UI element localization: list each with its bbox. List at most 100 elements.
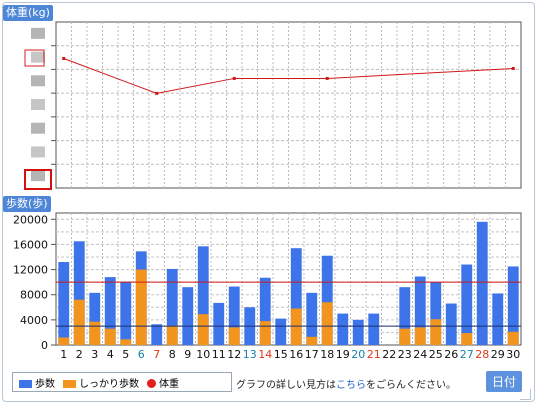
steps-bar (290, 248, 302, 345)
steps-bar (259, 277, 271, 345)
help-link[interactable]: こちら (336, 380, 366, 391)
weight-tick-label-blurred (31, 75, 45, 87)
day-label: 9 (184, 348, 191, 361)
steps-bar (73, 241, 85, 345)
brisk-steps-bar (58, 337, 70, 345)
steps-tick-label: 8000 (20, 289, 48, 302)
day-label: 7 (153, 348, 160, 361)
brisk-steps-bar (166, 325, 178, 345)
weight-point (62, 57, 66, 61)
steps-bar (213, 302, 225, 345)
brisk-steps-bar (290, 308, 302, 345)
day-label: 25 (429, 348, 443, 361)
steps-bar (352, 319, 364, 345)
weight-tick-label-blurred (31, 51, 45, 63)
steps-bar (89, 292, 101, 345)
day-label: 20 (351, 348, 365, 361)
day-label: 18 (320, 348, 334, 361)
weight-target-marker (24, 49, 45, 67)
weight-axis-label: 体重(kg) (3, 5, 53, 21)
brisk-steps-bar (104, 328, 116, 345)
weight-point (511, 66, 515, 70)
brisk-steps-bar (399, 328, 411, 345)
brisk-steps-bar (414, 327, 426, 345)
steps-bar (476, 221, 488, 345)
day-label: 8 (169, 348, 176, 361)
legend-brisk-swatch (63, 379, 76, 388)
legend: 歩数 しっかり歩数 体重 (12, 372, 232, 392)
steps-tick-label: 4000 (20, 314, 48, 327)
x-axis-label: 日付 (486, 371, 523, 392)
day-label: 16 (289, 348, 303, 361)
steps-bar (414, 276, 426, 345)
steps-bar (275, 318, 287, 345)
brisk-steps-bar (73, 299, 85, 345)
help-note-before: グラフの詳しい見方は (236, 380, 336, 391)
day-label: 22 (382, 348, 396, 361)
day-label: 13 (243, 348, 257, 361)
steps-bar (228, 286, 240, 345)
steps-bar (337, 313, 349, 345)
day-label: 6 (138, 348, 145, 361)
day-label: 5 (122, 348, 129, 361)
day-label: 12 (227, 348, 241, 361)
steps-tick-label: 16000 (13, 238, 48, 251)
steps-bar (321, 255, 333, 345)
steps-bar (507, 266, 519, 345)
day-label: 26 (444, 348, 458, 361)
day-label: 11 (212, 348, 226, 361)
day-label: 24 (413, 348, 427, 361)
steps-bar (151, 324, 163, 345)
steps-bar (368, 313, 380, 345)
brisk-steps-bar (197, 314, 209, 345)
day-label: 23 (398, 348, 412, 361)
legend-steps-label: 歩数 (35, 378, 55, 390)
steps-bar (492, 293, 504, 345)
brisk-steps-bar (120, 339, 132, 345)
day-label: 15 (274, 348, 288, 361)
day-label: 21 (367, 348, 381, 361)
steps-tick-label: 12000 (13, 264, 48, 277)
brisk-steps-bar (321, 302, 333, 345)
weight-tick-label-blurred (31, 27, 45, 39)
day-label: 17 (305, 348, 319, 361)
weight-current-marker (24, 169, 52, 190)
steps-tick-label: 20000 (13, 213, 48, 226)
brisk-steps-bar (89, 321, 101, 345)
steps-bar (166, 268, 178, 345)
weight-point (155, 91, 159, 95)
steps-tick-label: 0 (41, 339, 48, 352)
day-label: 28 (475, 348, 489, 361)
steps-bar (58, 262, 70, 345)
steps-bar (182, 287, 194, 345)
brisk-steps-bar (461, 333, 473, 345)
brisk-steps-bar (259, 321, 271, 345)
steps-bar (306, 292, 318, 345)
weight-plot-area (55, 21, 522, 189)
legend-steps: 歩数 (19, 375, 55, 390)
day-label: 3 (91, 348, 98, 361)
day-label: 19 (336, 348, 350, 361)
weight-point (325, 76, 329, 80)
day-label: 4 (107, 348, 114, 361)
steps-bar (445, 303, 457, 345)
resize-corner (520, 389, 531, 400)
steps-bar (461, 264, 473, 345)
brisk-steps-bar (507, 331, 519, 345)
weight-point (232, 76, 236, 80)
steps-bar (197, 246, 209, 345)
brisk-steps-bar (135, 269, 147, 345)
legend-brisk-label: しっかり歩数 (79, 378, 139, 390)
legend-weight-label: 体重 (159, 378, 179, 390)
legend-steps-swatch (19, 379, 32, 388)
legend-weight: 体重 (147, 375, 179, 390)
day-label: 1 (60, 348, 67, 361)
day-label: 14 (258, 348, 272, 361)
day-label: 27 (460, 348, 474, 361)
brisk-steps-bar (228, 327, 240, 345)
day-label: 10 (196, 348, 210, 361)
help-note-after: をごらんください。 (366, 380, 456, 391)
brisk-steps-bar (306, 336, 318, 345)
steps-bar (399, 287, 411, 345)
help-note: グラフの詳しい見方はこちらをごらんください。 (236, 376, 456, 391)
